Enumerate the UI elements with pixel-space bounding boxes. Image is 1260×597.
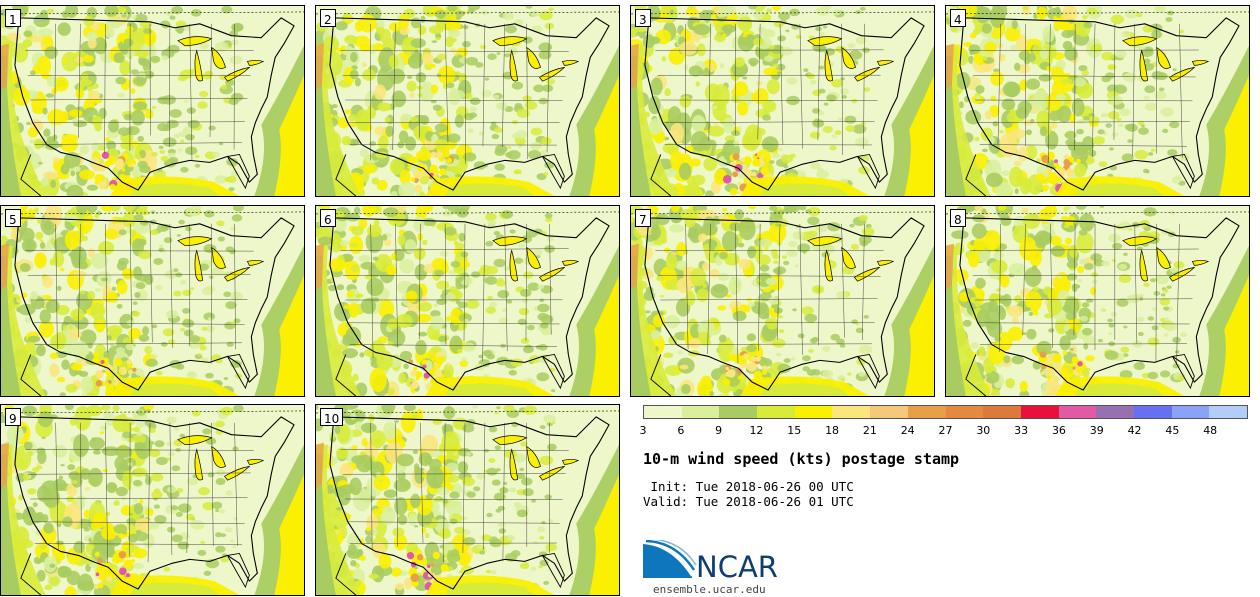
ncar-wordmark: NCAR — [696, 550, 778, 584]
member-panel-2: 2 — [315, 5, 620, 197]
init-time: Init: Tue 2018-06-26 00 UTC — [643, 479, 854, 494]
wind-speed-map — [631, 6, 934, 196]
colorbar-swatch — [681, 406, 720, 418]
colorbar-tick: 33 — [1014, 424, 1029, 437]
member-number: 6 — [320, 209, 336, 227]
valid-time: Valid: Tue 2018-06-26 01 UTC — [643, 494, 854, 509]
member-number: 2 — [320, 9, 336, 27]
colorbar-swatch — [644, 406, 682, 418]
ncar-logo-icon — [642, 540, 697, 578]
colorbar-swatch — [945, 406, 984, 418]
colorbar-swatch — [983, 406, 1021, 418]
member-panel-10: 10 — [315, 404, 620, 596]
colorbar-swatch — [1020, 406, 1059, 418]
colorbar-swatch — [1209, 406, 1247, 418]
member-number: 7 — [635, 209, 651, 227]
colorbar-tick-labels: 3 6 9 12 15 18 21 24 27 30 33 36 39 42 45 48 — [639, 424, 1248, 440]
colorbar-tick: 21 — [862, 424, 877, 437]
colorbar-tick: 48 — [1203, 424, 1218, 437]
member-number: 8 — [950, 209, 966, 227]
colorbar-swatch — [757, 406, 795, 418]
wind-speed-map — [1, 6, 304, 196]
colorbar-swatch — [832, 406, 871, 418]
member-number: 10 — [320, 408, 344, 426]
colorbar-swatch — [870, 406, 908, 418]
member-panel-3: 3 — [630, 5, 935, 197]
member-number: 5 — [5, 209, 21, 227]
colorbar-tick: 24 — [900, 424, 915, 437]
colorbar-tick: 27 — [938, 424, 953, 437]
colorbar-tick: 12 — [749, 424, 764, 437]
colorbar-tick: 36 — [1051, 424, 1066, 437]
wind-speed-map — [316, 405, 619, 595]
colorbar-swatch — [719, 406, 758, 418]
member-panel-8: 8 — [945, 205, 1250, 397]
colorbar-swatch — [794, 406, 833, 418]
product-title: 10-m wind speed (kts) postage stamp — [643, 450, 960, 468]
member-panel-5: 5 — [0, 205, 305, 397]
colorbar-swatch — [907, 406, 946, 418]
wind-speed-colorbar — [643, 405, 1248, 419]
wind-speed-map — [946, 6, 1249, 196]
colorbar-tick: 30 — [976, 424, 991, 437]
member-panel-4: 4 — [945, 5, 1250, 197]
wind-speed-map — [316, 6, 619, 196]
site-url: ensemble.ucar.edu — [653, 583, 766, 596]
colorbar-tick: 45 — [1165, 424, 1180, 437]
colorbar-tick: 6 — [677, 424, 685, 437]
colorbar-tick: 3 — [639, 424, 647, 437]
member-number: 4 — [950, 9, 966, 27]
member-number: 3 — [635, 9, 651, 27]
colorbar-tick: 39 — [1089, 424, 1104, 437]
member-number: 1 — [5, 9, 21, 27]
wind-speed-map — [1, 206, 304, 396]
colorbar-tick: 42 — [1127, 424, 1142, 437]
wind-speed-map — [316, 206, 619, 396]
member-panel-6: 6 — [315, 205, 620, 397]
colorbar-tick: 9 — [715, 424, 723, 437]
member-panel-9: 9 — [0, 404, 305, 596]
member-panel-7: 7 — [630, 205, 935, 397]
colorbar-swatch — [1133, 406, 1172, 418]
colorbar-tick: 18 — [825, 424, 840, 437]
member-number: 9 — [5, 408, 21, 426]
colorbar-swatch — [1096, 406, 1134, 418]
wind-speed-map — [946, 206, 1249, 396]
colorbar-swatch — [1058, 406, 1097, 418]
colorbar-tick: 15 — [787, 424, 802, 437]
wind-speed-map — [1, 405, 304, 595]
colorbar-swatch — [1171, 406, 1210, 418]
wind-speed-map — [631, 206, 934, 396]
member-panel-1: 1 — [0, 5, 305, 197]
